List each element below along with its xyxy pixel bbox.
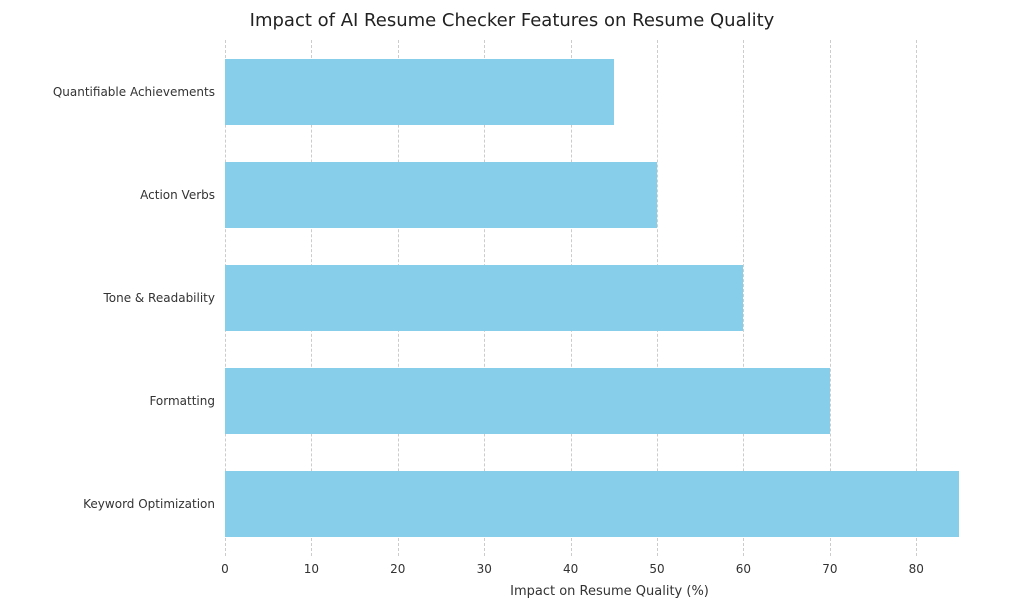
x-tick-label: 0 [221,562,229,576]
chart-title: Impact of AI Resume Checker Features on … [0,10,1024,31]
y-tick-label: Tone & Readability [103,291,215,305]
x-tick-label: 10 [304,562,319,576]
chart-container: Impact of AI Resume Checker Features on … [0,0,1024,611]
x-tick-label: 60 [736,562,751,576]
plot-area: Impact on Resume Quality (%) 01020304050… [225,40,994,556]
x-tick-label: 20 [390,562,405,576]
x-axis-label: Impact on Resume Quality (%) [510,584,709,599]
y-tick-label: Formatting [149,394,215,408]
x-tick-label: 40 [563,562,578,576]
bar [225,471,959,537]
x-tick-label: 70 [822,562,837,576]
y-tick-label: Action Verbs [140,188,215,202]
bar [225,368,830,434]
y-tick-label: Keyword Optimization [83,497,215,511]
bar [225,162,657,228]
x-tick-label: 50 [649,562,664,576]
bar [225,265,743,331]
bar [225,59,614,125]
x-tick-label: 80 [909,562,924,576]
x-tick-label: 30 [477,562,492,576]
y-tick-label: Quantifiable Achievements [53,85,215,99]
